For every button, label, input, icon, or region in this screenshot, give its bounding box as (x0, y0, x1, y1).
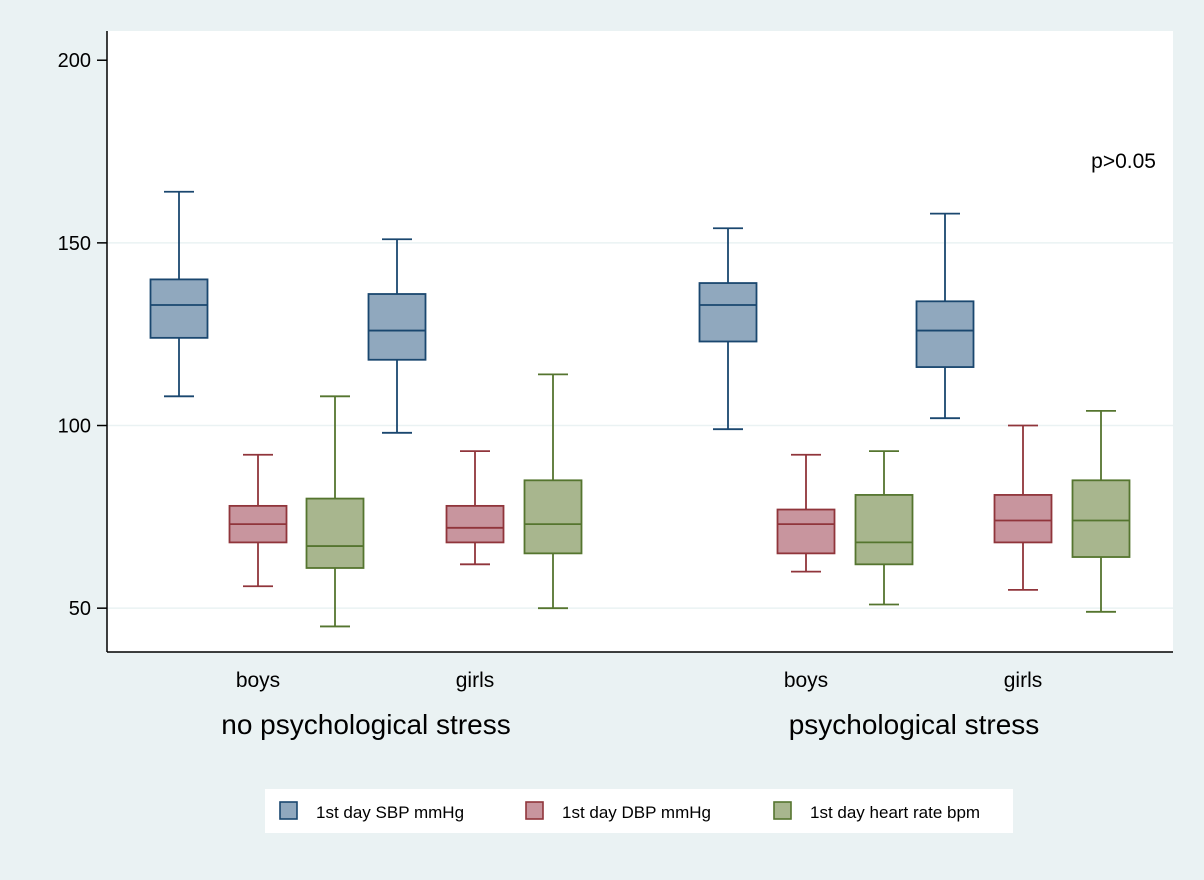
category-label: girls (456, 669, 495, 692)
box-1-1-2 (1071, 410, 1131, 613)
box-0-0-0 (149, 190, 209, 398)
box-iqr (854, 494, 914, 566)
legend-swatch (525, 801, 544, 820)
category-label: girls (1004, 669, 1043, 692)
box-iqr (1071, 479, 1131, 558)
box-iqr (698, 282, 758, 343)
box-1-0-2 (854, 450, 914, 606)
box-iqr (305, 497, 365, 569)
box-0-1-0 (367, 238, 427, 434)
box-iqr (367, 293, 427, 361)
legend-swatch (279, 801, 298, 820)
box-iqr (993, 494, 1053, 544)
group-label: no psychological stress (221, 709, 510, 740)
box-1-1-1 (993, 424, 1053, 591)
box-0-0-1 (228, 453, 288, 588)
legend-box (265, 789, 1013, 833)
category-label: boys (784, 669, 828, 692)
box-0-1-1 (445, 450, 505, 566)
legend-label: 1st day SBP mmHg (316, 803, 464, 822)
box-0-1-2 (523, 373, 583, 610)
legend-swatch (773, 801, 792, 820)
box-iqr (149, 278, 209, 339)
y-tick-label: 50 (69, 598, 91, 620)
p-value-annotation: p>0.05 (1091, 150, 1156, 173)
y-tick-label: 100 (58, 416, 91, 438)
box-iqr (776, 508, 836, 555)
box-iqr (445, 504, 505, 544)
group-label: psychological stress (789, 709, 1040, 740)
category-label: boys (236, 669, 280, 692)
box-0-0-2 (305, 395, 365, 628)
legend-label: 1st day heart rate bpm (810, 803, 980, 822)
plot-area (107, 31, 1173, 652)
legend-label: 1st day DBP mmHg (562, 803, 711, 822)
box-1-0-1 (776, 453, 836, 573)
y-tick-label: 200 (58, 50, 91, 72)
y-tick-label: 150 (58, 233, 91, 255)
box-iqr (523, 479, 583, 555)
box-1-0-0 (698, 227, 758, 431)
legend: 1st day SBP mmHg 1st day DBP mmHg 1st day … (265, 789, 1013, 833)
box-iqr (915, 300, 975, 368)
box-1-1-0 (915, 212, 975, 420)
